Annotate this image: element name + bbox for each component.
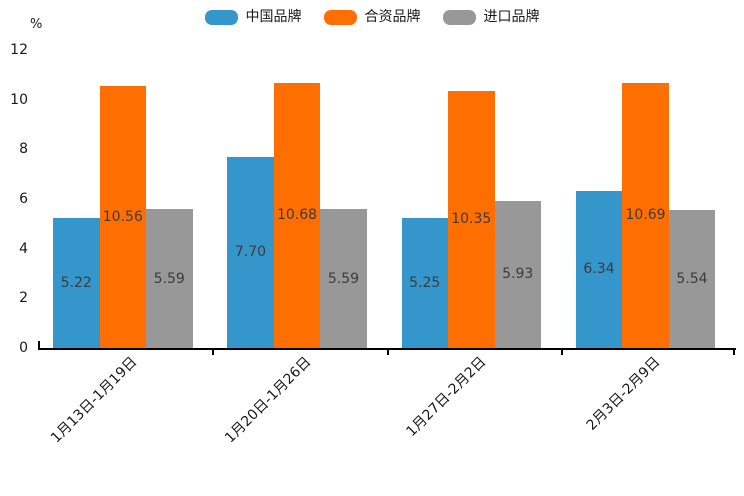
bar-value-label: 5.25 [409, 274, 441, 291]
x-category-label: 2月3日-2月9日 [583, 354, 664, 434]
bar-value-label: 10.56 [102, 208, 143, 225]
bar-中国品牌-1 [53, 218, 100, 348]
legend-label: 合资品牌 [364, 9, 421, 25]
bar-value-label: 5.93 [502, 266, 534, 283]
y-tick-label: 0 [19, 340, 28, 356]
x-axis-tick [212, 350, 215, 355]
bar-value-label: 10.68 [276, 207, 318, 224]
y-tick-label: 8 [19, 141, 28, 158]
legend-swatch [323, 9, 357, 25]
bar-value-label: 5.54 [676, 271, 708, 288]
x-category-label: 1月20日-1月26日 [222, 354, 315, 447]
bar-中国品牌-3 [401, 217, 448, 348]
legend-item: 中国品牌 [204, 8, 302, 26]
bar-合资品牌-3 [448, 90, 495, 348]
bar-value-label: 7.70 [234, 244, 267, 261]
bar-合资品牌-4 [622, 82, 669, 348]
y-tick-label: 2 [19, 290, 28, 307]
x-axis-tick [38, 341, 40, 348]
bar-进口品牌-2 [320, 209, 367, 348]
legend-item: 合资品牌 [323, 8, 421, 26]
legend: 中国品牌 合资品牌 进口品牌 [0, 8, 744, 26]
y-axis-unit-label: % [30, 17, 43, 32]
bar-value-label: 5.22 [60, 275, 92, 292]
x-axis-line [38, 348, 736, 350]
bar-value-label: 5.59 [153, 270, 185, 287]
bar-value-label: 10.69 [625, 207, 666, 224]
bar-中国品牌-2 [227, 156, 274, 348]
bar-value-label: 6.34 [583, 261, 615, 278]
x-axis-tick [386, 350, 389, 355]
y-tick-label: 10 [10, 91, 28, 108]
bar-合资品牌-2 [273, 82, 321, 348]
legend-label: 进口品牌 [483, 9, 540, 25]
x-axis-tick [560, 350, 563, 355]
y-tick-label: 12 [10, 42, 28, 58]
legend-item: 进口品牌 [442, 8, 540, 26]
x-axis-tick [733, 350, 735, 355]
bar-进口品牌-1 [146, 209, 193, 348]
legend-swatch [442, 9, 476, 25]
x-category-label: 1月27日-2月2日 [402, 354, 489, 440]
bar-中国品牌-4 [575, 190, 623, 348]
legend-label: 中国品牌 [245, 9, 302, 25]
y-tick-label: 6 [19, 191, 28, 207]
bar-value-label: 10.35 [451, 211, 492, 228]
bar-进口品牌-3 [494, 200, 541, 348]
bar-value-label: 5.59 [327, 270, 360, 287]
bar-进口品牌-4 [668, 210, 716, 348]
x-category-label: 1月13日-1月19日 [48, 354, 141, 447]
y-tick-label: 4 [19, 240, 28, 257]
bar-合资品牌-1 [99, 85, 146, 348]
legend-swatch [204, 9, 238, 25]
